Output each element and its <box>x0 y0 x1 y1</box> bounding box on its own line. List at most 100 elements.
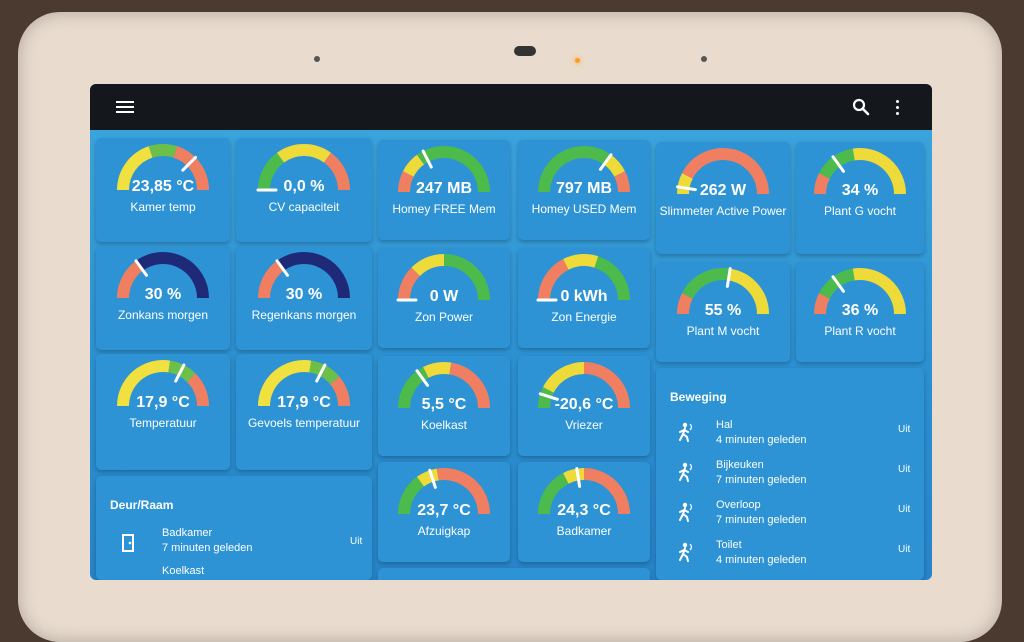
gauge-segment <box>583 468 630 515</box>
motion-item-time: 7 minuten geleden <box>716 474 807 486</box>
gauge-label: Zon Energie <box>551 310 617 324</box>
gauge-value: 30 % <box>144 286 182 303</box>
gauge-card-zonkans-morgen[interactable]: 30 % Zonkans morgen <box>96 246 230 350</box>
gauge-segment <box>727 268 769 315</box>
gauge-needle <box>538 392 559 401</box>
gauge-needle <box>598 153 613 171</box>
gauge-segment <box>416 146 490 193</box>
gauge-label: Gevoels temperatuur <box>247 416 361 430</box>
gauge-card-temperatuur[interactable]: 17,9 °C Temperatuur <box>96 354 230 470</box>
gauge-segment <box>186 373 209 407</box>
gauge-segment <box>398 367 429 409</box>
door-item-name: Badkamer <box>162 527 213 539</box>
microphone-hole <box>314 56 320 62</box>
motion-item-time: 4 minuten geleden <box>716 434 807 446</box>
door-window-card: Deur/Raam Badkamer 7 minuten geleden Uit… <box>96 476 372 580</box>
search-icon[interactable] <box>848 94 874 120</box>
gauge-dial <box>676 148 769 195</box>
gauge-label: Regenkans morgen <box>251 308 357 322</box>
gauge-card-homey-free-mem[interactable]: 247 MB Homey FREE Mem <box>378 140 510 240</box>
motion-item-name: Overloop <box>716 499 761 511</box>
gauge-card-slimmeter-power[interactable]: 262 W Slimmeter Active Power <box>656 142 790 254</box>
gauge-value: 55 % <box>704 302 742 319</box>
gauge-needle <box>415 369 430 387</box>
gauge-label: Plant G vocht <box>823 204 897 218</box>
gauge-value: 797 MB <box>555 180 613 197</box>
gauge-label: Plant R vocht <box>824 324 896 338</box>
motion-item-name: Bijkeuken <box>716 459 764 471</box>
gauge-segment <box>614 171 630 193</box>
gauge-segment <box>398 267 421 301</box>
gauge-value: 30 % <box>285 286 323 303</box>
door-window-title: Deur/Raam <box>110 498 174 512</box>
gauge-label: Badkamer <box>556 524 612 538</box>
gauge-value: -20,6 °C <box>554 396 614 413</box>
gauge-card-kamer-temp[interactable]: 23,85 °C Kamer temp <box>96 138 230 242</box>
gauge-needle <box>275 259 290 277</box>
gauge-card-badkamer-temp[interactable]: 24,3 °C Badkamer <box>518 462 650 562</box>
gauge-dial <box>538 362 630 409</box>
gauge-segment <box>563 254 599 270</box>
gauge-segment <box>117 260 144 299</box>
gauge-segment <box>411 254 445 277</box>
gauge-label: Homey FREE Mem <box>392 202 496 216</box>
gauge-card-homey-used-mem[interactable]: 797 MB Homey USED Mem <box>518 140 650 240</box>
gauge-segment <box>538 387 554 409</box>
gauge-needle <box>725 267 732 288</box>
gauge-segment <box>543 362 585 393</box>
gauge-label: Kamer temp <box>130 200 196 214</box>
gauge-needle <box>831 275 846 293</box>
gauge-card-vriezer[interactable]: -20,6 °C Vriezer <box>518 356 650 456</box>
app-toolbar <box>90 84 932 130</box>
gauge-segment <box>330 376 350 407</box>
gauge-value: 247 MB <box>415 180 473 197</box>
gauge-segment <box>276 252 350 299</box>
motion-item-state: Uit <box>898 504 911 515</box>
gauge-card-plant-r-vocht[interactable]: 36 % Plant R vocht <box>796 262 924 362</box>
partial-card <box>378 568 650 580</box>
microphone-hole <box>701 56 707 62</box>
gauge-card-gevoels-temperatuur[interactable]: 17,9 °C Gevoels temperatuur <box>236 354 372 470</box>
gauge-card-plant-g-vocht[interactable]: 34 % Plant G vocht <box>796 142 924 254</box>
gauge-label: Afzuigkap <box>417 524 471 538</box>
motion-item-name: Hal <box>716 419 733 431</box>
gauge-value: 17,9 °C <box>136 394 190 411</box>
gauge-segment <box>148 144 178 158</box>
gauge-dial <box>398 362 490 409</box>
gauge-segment <box>117 146 153 191</box>
gauge-segment <box>814 293 830 315</box>
gauge-value: 34 % <box>841 182 879 199</box>
gauge-dial <box>258 252 350 299</box>
gauge-dial <box>398 468 490 515</box>
gauge-dial <box>536 254 630 302</box>
gauge-card-koelkast[interactable]: 5,5 °C Koelkast <box>378 356 510 456</box>
gauge-needle <box>676 185 697 192</box>
more-vert-icon[interactable] <box>885 94 911 120</box>
motion-item-name: Toilet <box>716 539 742 551</box>
gauge-value: 5,5 °C <box>421 396 467 413</box>
gauge-value: 17,9 °C <box>277 394 331 411</box>
camera <box>514 46 536 56</box>
gauge-dial <box>677 267 769 315</box>
gauge-card-afzuigkap[interactable]: 23,7 °C Afzuigkap <box>378 462 510 562</box>
gauge-segment <box>443 254 490 301</box>
gauge-segment <box>603 154 625 177</box>
gauge-dial <box>538 146 630 193</box>
gauge-card-plant-m-vocht[interactable]: 55 % Plant M vocht <box>656 262 790 362</box>
gauge-dial <box>117 360 209 407</box>
gauge-card-regenkans-morgen[interactable]: 30 % Regenkans morgen <box>236 246 372 350</box>
gauge-card-cv-capaciteit[interactable]: 0,0 % CV capaciteit <box>236 138 372 242</box>
gauge-card-zon-power[interactable]: 0 W Zon Power <box>378 248 510 348</box>
gauge-dial <box>117 252 209 299</box>
gauge-segment <box>677 173 693 195</box>
gauge-segment <box>173 146 209 191</box>
gauge-segment <box>682 148 769 195</box>
gauge-segment <box>276 144 332 163</box>
status-led <box>575 58 580 63</box>
motion-card: Beweging Hal 4 minuten geleden Uit Bijke… <box>656 368 924 580</box>
gauge-segment <box>416 468 440 487</box>
gauge-card-zon-energie[interactable]: 0 kWh Zon Energie <box>518 248 650 348</box>
gauge-segment <box>594 256 630 301</box>
gauge-needle <box>831 155 846 173</box>
menu-icon[interactable] <box>112 94 138 120</box>
